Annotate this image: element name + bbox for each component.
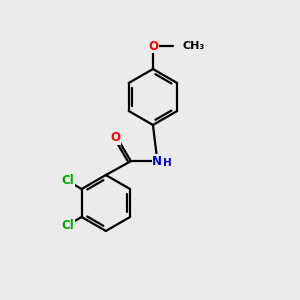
Text: H: H — [163, 158, 172, 168]
Text: Cl: Cl — [61, 219, 74, 232]
Text: Cl: Cl — [61, 174, 74, 188]
Text: O: O — [148, 40, 158, 52]
Text: O: O — [110, 131, 120, 144]
Text: N: N — [152, 155, 162, 168]
Text: CH₃: CH₃ — [183, 41, 205, 51]
